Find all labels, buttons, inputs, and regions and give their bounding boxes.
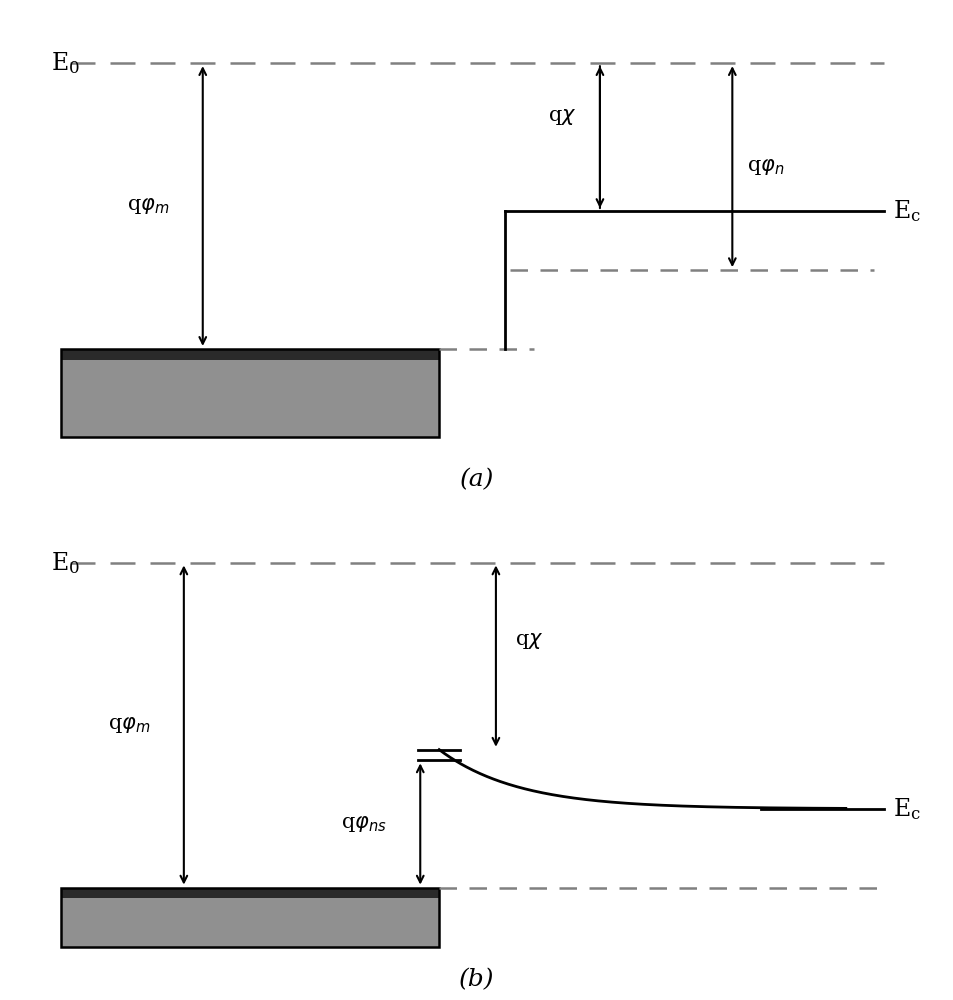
Bar xyxy=(61,349,438,437)
Bar xyxy=(61,349,438,360)
Text: (a): (a) xyxy=(459,469,494,492)
Bar xyxy=(61,888,438,898)
Text: q$\varphi$$_m$: q$\varphi$$_m$ xyxy=(108,715,151,735)
Text: $\mathregular{E_c}$: $\mathregular{E_c}$ xyxy=(892,796,921,822)
Text: $\mathregular{E_c}$: $\mathregular{E_c}$ xyxy=(892,198,921,224)
Bar xyxy=(61,888,438,947)
Text: $\mathregular{E_0}$: $\mathregular{E_0}$ xyxy=(51,550,80,576)
Text: q$\chi$: q$\chi$ xyxy=(515,631,542,651)
Bar xyxy=(61,888,438,947)
Text: q$\varphi$$_{ns}$: q$\varphi$$_{ns}$ xyxy=(341,814,387,834)
Text: q$\varphi$$_n$: q$\varphi$$_n$ xyxy=(746,157,783,177)
Text: $\mathregular{E_0}$: $\mathregular{E_0}$ xyxy=(51,50,80,76)
Text: (b): (b) xyxy=(458,968,495,991)
Text: q$\chi$: q$\chi$ xyxy=(547,107,576,127)
Bar xyxy=(61,349,438,437)
Text: q$\varphi$$_m$: q$\varphi$$_m$ xyxy=(127,196,170,216)
